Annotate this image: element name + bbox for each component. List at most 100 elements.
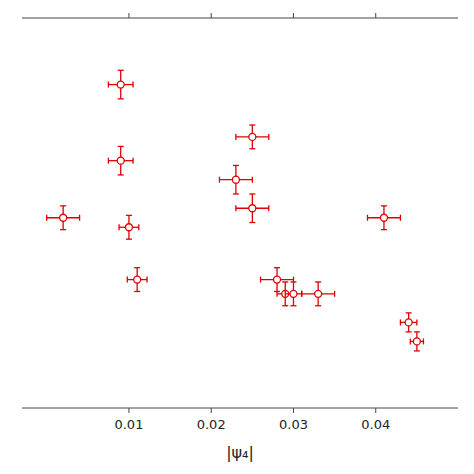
x-error-cap: [118, 224, 119, 230]
y-error-cap: [126, 215, 132, 216]
error-point: [368, 206, 401, 230]
x-error-cap: [285, 291, 286, 297]
y-error-cap: [60, 229, 66, 230]
y-error-cap: [118, 98, 124, 99]
point-marker: [290, 290, 297, 297]
x-error-cap: [268, 205, 269, 211]
x-error-cap: [410, 338, 411, 344]
point-marker: [117, 81, 124, 88]
x-tick: [293, 408, 294, 413]
x-error-cap: [138, 224, 139, 230]
y-error-cap: [274, 267, 280, 268]
x-error-cap: [132, 82, 133, 88]
page: {"chart_data": {"type": "scatter", "xlab…: [0, 0, 474, 474]
error-point: [261, 268, 294, 292]
x-error-cap: [268, 134, 269, 140]
x-error-cap: [146, 277, 147, 283]
x-axis-line: [22, 408, 458, 409]
y-error-cap: [118, 146, 124, 147]
x-tick: [211, 408, 212, 413]
x-error-cap: [127, 277, 128, 283]
y-error-cap: [60, 205, 66, 206]
y-error-cap: [233, 193, 239, 194]
y-error-cap: [290, 281, 296, 282]
x-error-cap: [423, 338, 424, 344]
x-error-cap: [301, 291, 302, 297]
x-tick: [128, 408, 129, 413]
top-frame-line: [22, 18, 458, 19]
x-error-cap: [46, 215, 47, 221]
x-tick-label: 0.02: [197, 417, 226, 432]
y-error-cap: [414, 331, 420, 332]
point-marker: [249, 205, 256, 212]
y-error-cap: [249, 193, 255, 194]
error-point: [410, 332, 423, 351]
x-error-cap: [416, 319, 417, 325]
x-error-cap: [108, 82, 109, 88]
y-error-cap: [249, 222, 255, 223]
point-marker: [405, 319, 412, 326]
x-error-cap: [334, 291, 335, 297]
x-error-cap: [108, 158, 109, 164]
x-tick-top: [211, 13, 212, 18]
chart-svg: 0.010.020.030.04|ψ₄|: [0, 0, 474, 474]
error-point: [108, 146, 133, 175]
y-error-bar: [285, 282, 286, 306]
point-marker: [117, 157, 124, 164]
y-error-cap: [315, 281, 321, 282]
y-error-cap: [381, 229, 387, 230]
x-tick-label: 0.03: [279, 417, 308, 432]
point-marker: [134, 276, 141, 283]
x-tick-top: [293, 13, 294, 18]
y-error-cap: [315, 305, 321, 306]
point-marker: [413, 338, 420, 345]
x-error-cap: [235, 205, 236, 211]
chart-container: 0.010.020.030.04|ψ₄|: [0, 0, 474, 474]
error-point: [219, 165, 252, 194]
point-marker: [249, 133, 256, 140]
error-point: [285, 282, 301, 306]
y-error-cap: [282, 305, 288, 306]
x-error-cap: [367, 215, 368, 221]
y-error-cap: [233, 165, 239, 166]
point-marker: [232, 176, 239, 183]
x-error-cap: [235, 134, 236, 140]
y-error-cap: [118, 174, 124, 175]
point-marker: [125, 224, 132, 231]
y-error-cap: [134, 291, 140, 292]
point-marker: [315, 290, 322, 297]
error-point: [47, 206, 80, 230]
error-point: [127, 268, 147, 292]
y-error-cap: [126, 239, 132, 240]
x-error-cap: [260, 277, 261, 283]
error-point: [400, 313, 416, 332]
y-error-cap: [406, 331, 412, 332]
y-error-cap: [381, 205, 387, 206]
error-point: [119, 215, 139, 239]
y-error-cap: [134, 267, 140, 268]
x-error-cap: [400, 319, 401, 325]
error-point: [108, 70, 133, 99]
x-tick-top: [128, 13, 129, 18]
error-point: [236, 125, 269, 149]
x-tick: [375, 408, 376, 413]
point-marker: [274, 276, 281, 283]
point-marker: [380, 214, 387, 221]
x-tick-label: 0.01: [114, 417, 143, 432]
y-error-cap: [290, 305, 296, 306]
y-error-cap: [414, 350, 420, 351]
x-tick-top: [375, 13, 376, 18]
y-error-cap: [249, 124, 255, 125]
x-ticks: 0.01 0.02 0.03 0.04: [114, 13, 390, 432]
y-error-cap: [282, 281, 288, 282]
x-error-cap: [132, 158, 133, 164]
x-error-cap: [79, 215, 80, 221]
error-point: [302, 282, 335, 306]
y-error-cap: [406, 312, 412, 313]
x-error-cap: [301, 291, 302, 297]
y-error-cap: [249, 148, 255, 149]
y-error-cap: [118, 70, 124, 71]
x-error-cap: [219, 177, 220, 183]
data-points: [47, 70, 424, 351]
x-tick-label: 0.04: [361, 417, 390, 432]
